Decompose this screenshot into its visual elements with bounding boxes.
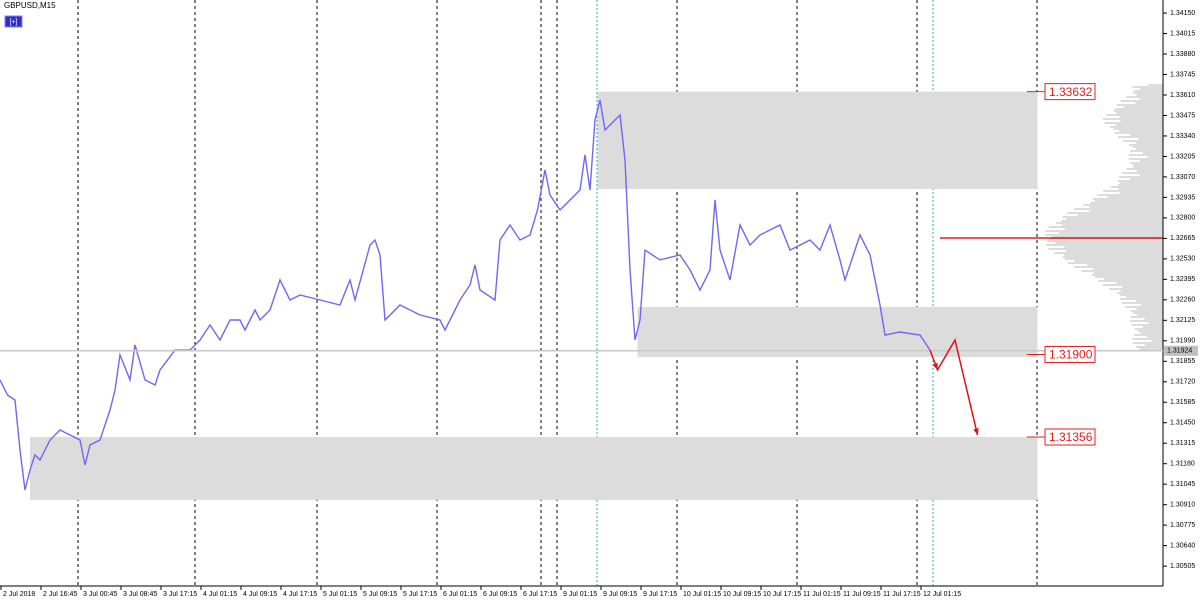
x-tick-label: 11 Jul 09:15	[843, 591, 881, 598]
y-tick-label: 1.31315	[1170, 440, 1195, 447]
x-tick-label: 12 Jul 01:15	[923, 591, 961, 598]
y-tick-label: 1.30775	[1170, 522, 1195, 529]
current-price-box	[1164, 345, 1198, 356]
y-tick-label: 1.30640	[1170, 542, 1195, 549]
y-tick-label: 1.33610	[1170, 92, 1195, 99]
arrow-head	[932, 362, 938, 370]
x-tick-label: 3 Jul 17:15	[163, 591, 197, 598]
x-tick-label: 2 Jul 16:45	[43, 591, 77, 598]
y-tick-label: 1.32395	[1170, 276, 1195, 283]
level-label: 1.31356	[1049, 430, 1093, 444]
x-tick-label: 6 Jul 01:15	[443, 591, 477, 598]
level-label: 1.33632	[1049, 85, 1093, 99]
y-tick-label: 1.31045	[1170, 481, 1195, 488]
y-tick-label: 1.34150	[1170, 10, 1195, 17]
x-tick-label: 5 Jul 09:15	[363, 591, 397, 598]
price-line	[0, 99, 931, 491]
x-tick-label: 4 Jul 01:15	[203, 591, 237, 598]
y-tick-label: 1.30910	[1170, 502, 1195, 509]
y-tick-label: 1.33205	[1170, 153, 1195, 160]
zone	[637, 306, 1038, 358]
y-tick-label: 1.33340	[1170, 133, 1195, 140]
y-tick-label: 1.31585	[1170, 399, 1195, 406]
volume-profile	[940, 84, 1163, 352]
x-tick-label: 4 Jul 09:15	[243, 591, 277, 598]
x-tick-label: 4 Jul 17:15	[283, 591, 317, 598]
y-tick-label: 1.33880	[1170, 51, 1195, 58]
x-tick-label: 10 Jul 01:15	[683, 591, 721, 598]
y-tick-label: 1.32125	[1170, 317, 1195, 324]
button[interactable]	[4, 15, 23, 28]
current-price-label: 1.31924	[1167, 348, 1192, 355]
x-tick-label: 9 Jul 17:15	[643, 591, 677, 598]
x-tick-label: 9 Jul 01:15	[563, 591, 597, 598]
x-tick-label: 5 Jul 17:15	[403, 591, 437, 598]
x-tick-label: 3 Jul 08:45	[123, 591, 157, 598]
x-tick-label: 2 Jul 2018	[3, 591, 35, 598]
x-tick-label: 11 Jul 17:15	[883, 591, 921, 598]
projection	[929, 338, 979, 436]
y-tick-label: 1.32800	[1170, 215, 1195, 222]
zone	[30, 436, 1038, 500]
button-label[interactable]: [+]	[10, 19, 18, 26]
y-tick-label: 1.33745	[1170, 71, 1195, 78]
level-box	[1044, 83, 1096, 101]
y-tick-label: 1.32665	[1170, 235, 1195, 242]
x-tick-label: 5 Jul 01:15	[323, 591, 357, 598]
level-label: 1.31900	[1049, 348, 1093, 362]
y-tick-label: 1.31990	[1170, 338, 1195, 345]
y-tick-label: 1.31450	[1170, 420, 1195, 427]
y-tick-label: 1.32260	[1170, 297, 1195, 304]
x-tick-label: 11 Jul 01:15	[803, 591, 841, 598]
y-tick-label: 1.31720	[1170, 379, 1195, 386]
arrow-head	[973, 428, 979, 436]
x-tick-label: 10 Jul 09:15	[723, 591, 761, 598]
y-tick-label: 1.32935	[1170, 194, 1195, 201]
y-tick-label: 1.33070	[1170, 174, 1195, 181]
level-box	[1044, 428, 1096, 446]
x-tick-label: 10 Jul 17:15	[763, 591, 801, 598]
x-tick-label: 3 Jul 00:45	[83, 591, 117, 598]
y-tick-label: 1.30505	[1170, 563, 1195, 570]
y-tick-label: 1.31855	[1170, 358, 1195, 365]
chart-title: GBPUSD,M15	[4, 1, 56, 10]
plot	[0, 99, 931, 491]
x-tick-label: 9 Jul 09:15	[603, 591, 637, 598]
level-box	[1044, 345, 1096, 363]
zones	[30, 91, 1038, 500]
x-tick-label: 6 Jul 17:15	[523, 591, 557, 598]
y-tick-label: 1.34015	[1170, 30, 1195, 37]
y-tick-label: 1.31180	[1170, 461, 1195, 468]
y-tick-label: 1.33475	[1170, 112, 1195, 119]
x-tick-label: 6 Jul 09:15	[483, 591, 517, 598]
y-tick-label: 1.32530	[1170, 256, 1195, 263]
zone	[597, 91, 1038, 189]
